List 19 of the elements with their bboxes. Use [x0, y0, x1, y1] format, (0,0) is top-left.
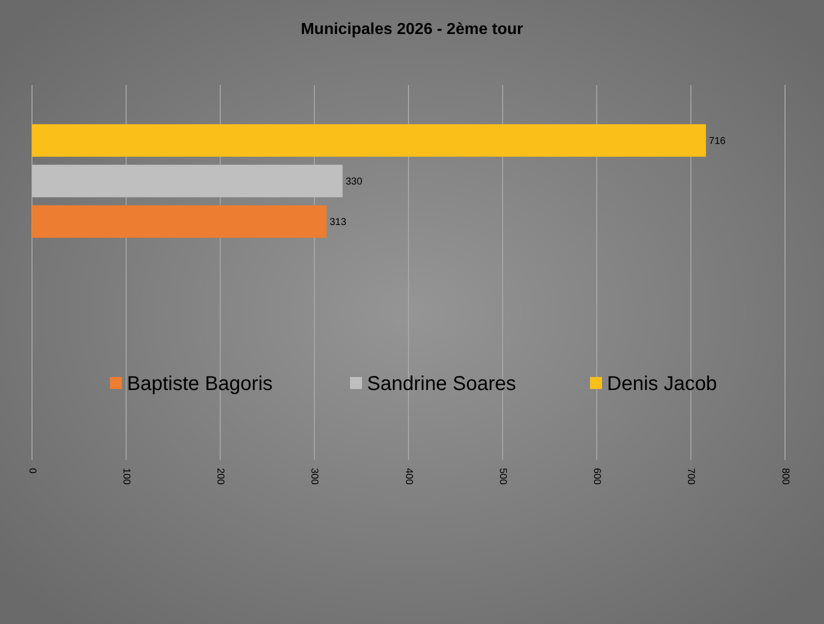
x-tick-label: 700 — [685, 468, 696, 486]
legend-label: Sandrine Soares — [367, 373, 516, 395]
x-tick-label: 400 — [402, 468, 414, 486]
legend-label: Denis Jacob — [607, 373, 718, 395]
data-label: 716 — [708, 136, 726, 147]
bar — [32, 124, 706, 157]
bar — [32, 164, 343, 198]
x-tick-label: 0 — [26, 468, 38, 474]
legend-label: Baptiste Bagoris — [127, 373, 273, 395]
x-tick-label: 800 — [779, 468, 790, 486]
x-tick-label: 300 — [308, 468, 320, 486]
x-tick-label: 200 — [214, 468, 226, 486]
bar — [32, 205, 327, 238]
x-tick-label: 500 — [496, 468, 508, 486]
data-label: 330 — [346, 176, 363, 188]
x-tick-label: 100 — [120, 468, 132, 486]
chart-title: Municipales 2026 - 2ème tour — [300, 21, 524, 38]
x-tick-label: 600 — [591, 468, 602, 486]
data-label: 313 — [330, 217, 347, 228]
